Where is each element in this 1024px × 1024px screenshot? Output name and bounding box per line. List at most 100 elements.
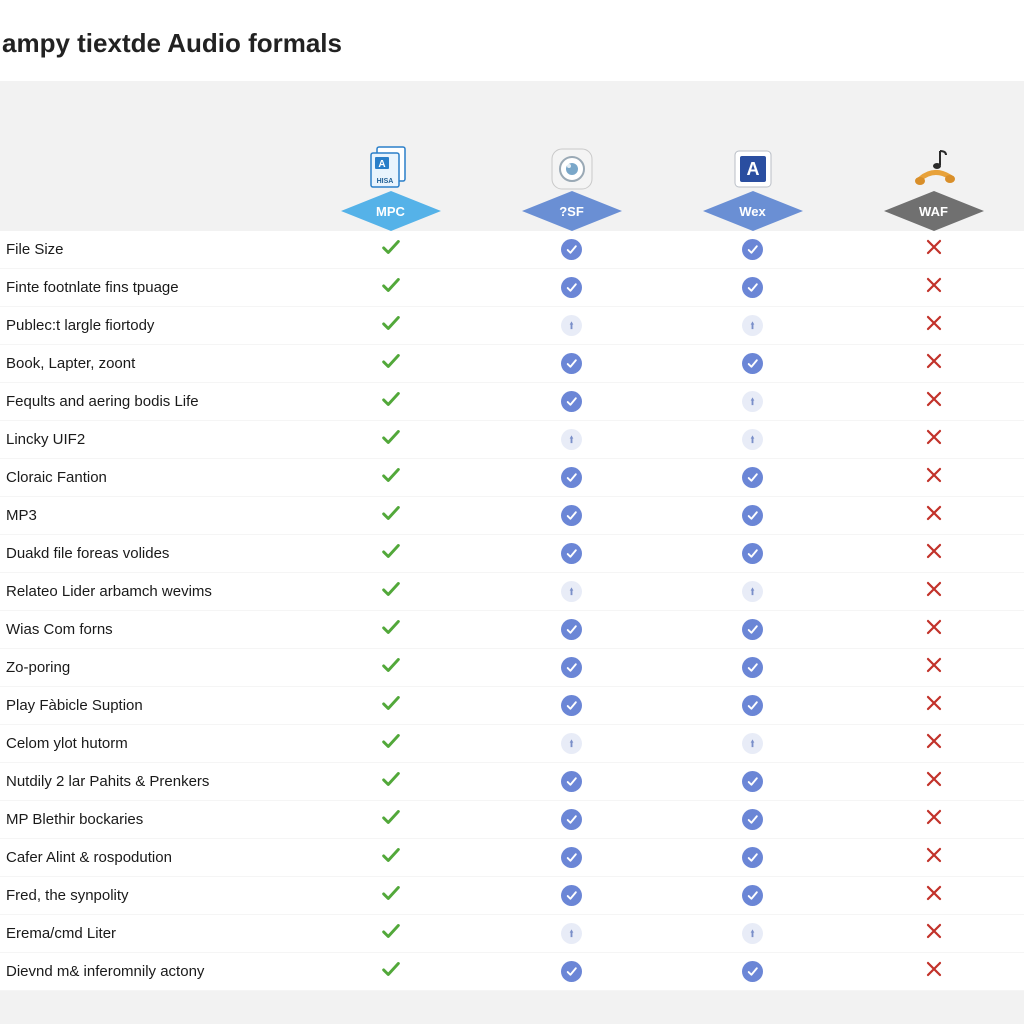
check-icon bbox=[380, 350, 402, 377]
support-cell bbox=[662, 467, 843, 488]
check-circle-icon bbox=[561, 885, 582, 906]
feature-label: MP Blethir bockaries bbox=[0, 811, 300, 828]
support-cell bbox=[481, 505, 662, 526]
check-icon bbox=[380, 844, 402, 871]
cross-icon bbox=[925, 390, 943, 413]
support-cell bbox=[843, 238, 1024, 261]
support-cell bbox=[481, 771, 662, 792]
check-circle-icon bbox=[742, 657, 763, 678]
support-cell bbox=[481, 429, 662, 450]
check-icon bbox=[380, 806, 402, 833]
table-row: File Size bbox=[0, 231, 1024, 269]
support-cell bbox=[481, 353, 662, 374]
support-cell bbox=[843, 428, 1024, 451]
cross-icon bbox=[925, 846, 943, 869]
support-cell bbox=[662, 695, 843, 716]
check-circle-icon bbox=[742, 619, 763, 640]
cross-icon bbox=[925, 770, 943, 793]
support-cell bbox=[300, 540, 481, 567]
check-circle-icon bbox=[742, 771, 763, 792]
table-row: Book, Lapter, zoont bbox=[0, 345, 1024, 383]
support-cell bbox=[662, 923, 843, 944]
format-header-band: A HISA MPC ?SF A Wex WAF bbox=[0, 81, 1024, 231]
support-cell bbox=[843, 504, 1024, 527]
support-cell bbox=[300, 236, 481, 263]
check-circle-icon bbox=[742, 505, 763, 526]
cross-icon bbox=[925, 656, 943, 679]
support-cell bbox=[481, 315, 662, 336]
support-cell bbox=[843, 656, 1024, 679]
feature-label: Cloraic Fantion bbox=[0, 469, 300, 486]
check-icon bbox=[380, 654, 402, 681]
support-cell bbox=[662, 277, 843, 298]
support-cell bbox=[300, 578, 481, 605]
support-cell bbox=[300, 654, 481, 681]
comparison-table: File SizeFinte footnlate fins tpuagePubl… bbox=[0, 231, 1024, 991]
support-cell bbox=[662, 847, 843, 868]
support-cell bbox=[481, 277, 662, 298]
check-icon bbox=[380, 502, 402, 529]
column-header-waf: WAF bbox=[843, 141, 1024, 231]
support-cell bbox=[481, 619, 662, 640]
support-cell bbox=[481, 657, 662, 678]
support-cell bbox=[843, 694, 1024, 717]
support-cell bbox=[662, 771, 843, 792]
partial-icon bbox=[742, 315, 763, 336]
partial-icon bbox=[561, 581, 582, 602]
column-label: ?SF bbox=[559, 204, 584, 219]
check-icon bbox=[380, 274, 402, 301]
support-cell bbox=[481, 885, 662, 906]
check-circle-icon bbox=[742, 239, 763, 260]
camera-icon bbox=[544, 141, 600, 197]
partial-icon bbox=[561, 733, 582, 754]
column-label-badge: MPC bbox=[341, 191, 441, 231]
check-circle-icon bbox=[742, 961, 763, 982]
support-cell bbox=[843, 846, 1024, 869]
support-cell bbox=[843, 922, 1024, 945]
svg-text:HISA: HISA bbox=[376, 178, 393, 185]
support-cell bbox=[481, 733, 662, 754]
support-cell bbox=[843, 276, 1024, 299]
feature-label: Cafer Alint & rospodution bbox=[0, 849, 300, 866]
cross-icon bbox=[925, 352, 943, 375]
support-cell bbox=[481, 391, 662, 412]
cross-icon bbox=[925, 542, 943, 565]
support-cell bbox=[662, 505, 843, 526]
cross-icon bbox=[925, 276, 943, 299]
support-cell bbox=[481, 467, 662, 488]
table-row: Cafer Alint & rospodution bbox=[0, 839, 1024, 877]
cross-icon bbox=[925, 960, 943, 983]
check-icon bbox=[380, 958, 402, 985]
support-cell bbox=[843, 314, 1024, 337]
partial-icon bbox=[742, 391, 763, 412]
cross-icon bbox=[925, 466, 943, 489]
support-cell bbox=[662, 619, 843, 640]
check-circle-icon bbox=[561, 353, 582, 374]
check-icon bbox=[380, 312, 402, 339]
check-circle-icon bbox=[742, 277, 763, 298]
feature-label: Wias Com forns bbox=[0, 621, 300, 638]
support-cell bbox=[481, 961, 662, 982]
check-icon bbox=[380, 426, 402, 453]
cross-icon bbox=[925, 314, 943, 337]
cross-icon bbox=[925, 618, 943, 641]
partial-icon bbox=[561, 315, 582, 336]
column-label: Wex bbox=[739, 204, 766, 219]
cross-icon bbox=[925, 922, 943, 945]
file-a-icon: A HISA bbox=[363, 141, 419, 197]
support-cell bbox=[300, 312, 481, 339]
check-circle-icon bbox=[561, 619, 582, 640]
feature-label: Finte footnlate fins tpuage bbox=[0, 279, 300, 296]
check-circle-icon bbox=[561, 847, 582, 868]
support-cell bbox=[662, 315, 843, 336]
check-icon bbox=[380, 540, 402, 567]
feature-label: Duakd file foreas volides bbox=[0, 545, 300, 562]
partial-icon bbox=[561, 429, 582, 450]
table-row: Wias Com forns bbox=[0, 611, 1024, 649]
partial-icon bbox=[742, 733, 763, 754]
check-circle-icon bbox=[561, 543, 582, 564]
check-circle-icon bbox=[742, 353, 763, 374]
partial-icon bbox=[742, 581, 763, 602]
table-row: Relateo Lider arbamch wevims bbox=[0, 573, 1024, 611]
support-cell bbox=[300, 388, 481, 415]
